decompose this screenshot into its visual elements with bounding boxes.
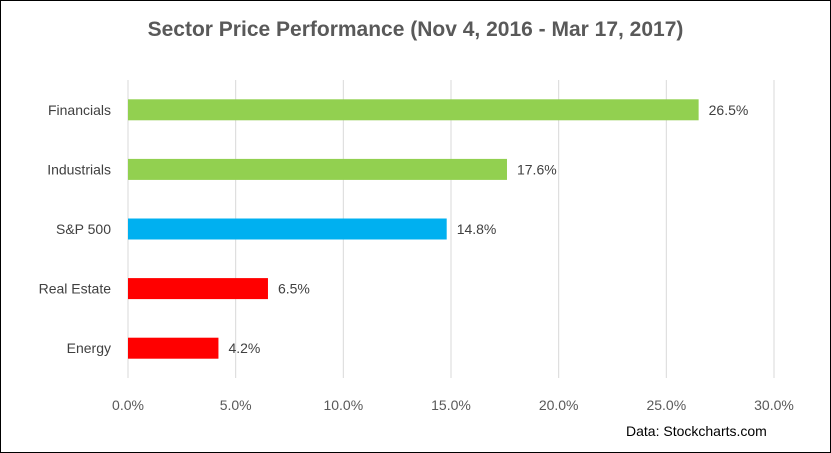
- category-label: Energy: [67, 340, 111, 356]
- bar: [128, 218, 447, 240]
- data-label: 14.8%: [457, 221, 497, 237]
- bar: [128, 158, 507, 180]
- bars: [128, 99, 699, 359]
- x-tick-label: 5.0%: [220, 397, 252, 413]
- data-label: 4.2%: [228, 340, 260, 356]
- x-tick-label: 0.0%: [112, 397, 144, 413]
- bar: [128, 278, 268, 300]
- x-tick-label: 15.0%: [431, 397, 471, 413]
- category-label: Financials: [48, 102, 111, 118]
- bar: [128, 337, 219, 359]
- data-label: 6.5%: [278, 281, 310, 297]
- category-label: Industrials: [47, 161, 111, 177]
- data-labels: 26.5% 17.6% 14.8% 6.5% 4.2%: [228, 102, 748, 356]
- x-tick-label: 25.0%: [646, 397, 686, 413]
- x-tick-label: 10.0%: [323, 397, 363, 413]
- category-label: Real Estate: [39, 281, 112, 297]
- x-tick-label: 30.0%: [754, 397, 794, 413]
- chart-title: Sector Price Performance (Nov 4, 2016 - …: [147, 18, 684, 41]
- category-label: S&P 500: [56, 221, 111, 237]
- bar: [128, 99, 699, 121]
- x-tick-label: 20.0%: [539, 397, 579, 413]
- category-labels: Financials Industrials S&P 500 Real Estate E…: [39, 102, 112, 356]
- x-tick-labels: 0.0% 5.0% 10.0% 15.0% 20.0% 25.0% 30.0%: [112, 397, 794, 413]
- data-label: 17.6%: [517, 161, 557, 177]
- data-label: 26.5%: [709, 102, 749, 118]
- source-note: Data: Stockcharts.com: [626, 423, 767, 439]
